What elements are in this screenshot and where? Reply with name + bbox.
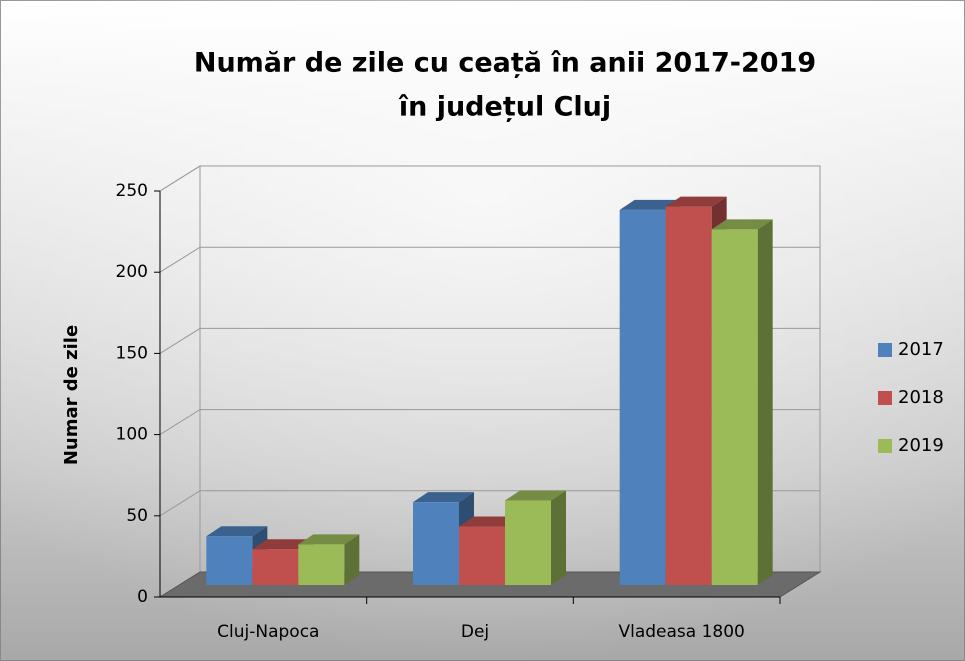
bar bbox=[252, 549, 298, 585]
y-tick-label: 150 bbox=[116, 343, 148, 363]
bar bbox=[206, 536, 252, 585]
bar bbox=[666, 207, 712, 585]
legend-label: 2017 bbox=[898, 339, 944, 360]
y-tick-label: 200 bbox=[116, 262, 148, 282]
bar bbox=[459, 527, 505, 585]
bar bbox=[712, 229, 758, 585]
y-tick-label: 100 bbox=[116, 425, 148, 445]
chart: Număr de zile cu ceață în anii 2017-2019… bbox=[0, 0, 965, 661]
chart-title: Număr de zile cu ceață în anii 2017-2019 bbox=[194, 48, 816, 79]
y-tick-label: 250 bbox=[116, 181, 148, 201]
legend-label: 2019 bbox=[898, 435, 944, 456]
bar bbox=[620, 210, 666, 585]
y-tick-label: 50 bbox=[126, 506, 148, 526]
x-tick-label: Cluj-Napoca bbox=[217, 622, 319, 642]
y-axis-label: Numar de zile bbox=[61, 325, 82, 465]
bar bbox=[505, 501, 551, 585]
legend-swatch bbox=[878, 343, 892, 357]
legend-label: 2018 bbox=[898, 387, 944, 408]
legend-swatch bbox=[878, 391, 892, 405]
bar-side bbox=[551, 491, 566, 585]
bar-side bbox=[758, 219, 773, 585]
y-tick-label: 0 bbox=[137, 587, 148, 607]
bar bbox=[298, 544, 344, 585]
chart-title: în județul Cluj bbox=[398, 92, 611, 123]
x-tick-label: Vladeasa 1800 bbox=[618, 622, 744, 642]
x-tick-label: Dej bbox=[461, 622, 489, 642]
legend-swatch bbox=[878, 439, 892, 453]
bar bbox=[413, 502, 459, 585]
page: Număr de zile cu ceață în anii 2017-2019… bbox=[0, 0, 965, 661]
